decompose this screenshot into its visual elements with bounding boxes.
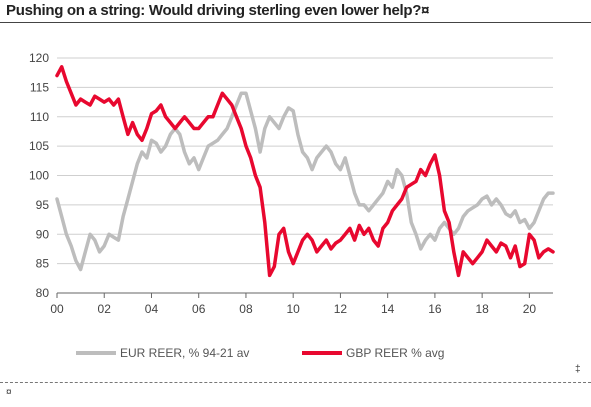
x-tick-label: 00	[50, 302, 64, 316]
x-tick-label: 12	[334, 302, 348, 316]
y-tick-label: 85	[36, 257, 50, 271]
x-tick-label: 10	[287, 302, 301, 316]
x-tick-label: 06	[192, 302, 206, 316]
chart-title: Pushing on a string: Would driving sterl…	[6, 2, 429, 19]
gridlines	[57, 57, 553, 294]
legend-label: GBP REER % avg	[346, 346, 444, 360]
end-mark: ¤	[6, 387, 12, 398]
y-axis-ticks: 80 85 90 95 100 105 110 115 120	[29, 51, 49, 300]
chart-title-text: Pushing on a string: Would driving sterl…	[6, 2, 422, 19]
x-tick-label: 20	[523, 302, 537, 316]
x-tick-label: 08	[239, 302, 253, 316]
y-tick-label: 110	[30, 110, 49, 124]
y-tick-label: 105	[29, 139, 49, 153]
series-layer	[55, 65, 555, 278]
bottom-divider	[0, 382, 591, 383]
pilcrow-mark: ¤	[421, 2, 430, 19]
y-tick-label: 100	[29, 169, 49, 183]
legend: EUR REER, % 94-21 av GBP REER % avg	[76, 346, 444, 360]
series-line-gbp-reer	[55, 65, 555, 278]
line-chart: 80 85 90 95 100 105 110 115 120 00 02 04 06 08 10 12 14…	[29, 51, 555, 360]
y-tick-label: 120	[29, 51, 49, 65]
x-axis-ticks: 00 02 04 06 08 10 12 14 16 18 20	[50, 293, 536, 316]
x-tick-label: 14	[381, 302, 395, 316]
title-divider	[0, 22, 591, 23]
x-tick-label: 16	[428, 302, 442, 316]
y-tick-label: 90	[36, 227, 50, 241]
y-tick-label: 115	[30, 80, 49, 94]
x-tick-label: 02	[98, 302, 112, 316]
y-tick-label: 80	[36, 286, 50, 300]
x-tick-label: 04	[145, 302, 159, 316]
legend-label: EUR REER, % 94-21 av	[120, 346, 249, 360]
side-mark: ‡	[575, 364, 581, 375]
series-line-eur-reer	[55, 91, 555, 272]
x-tick-label: 18	[475, 302, 489, 316]
y-tick-label: 95	[36, 198, 50, 212]
